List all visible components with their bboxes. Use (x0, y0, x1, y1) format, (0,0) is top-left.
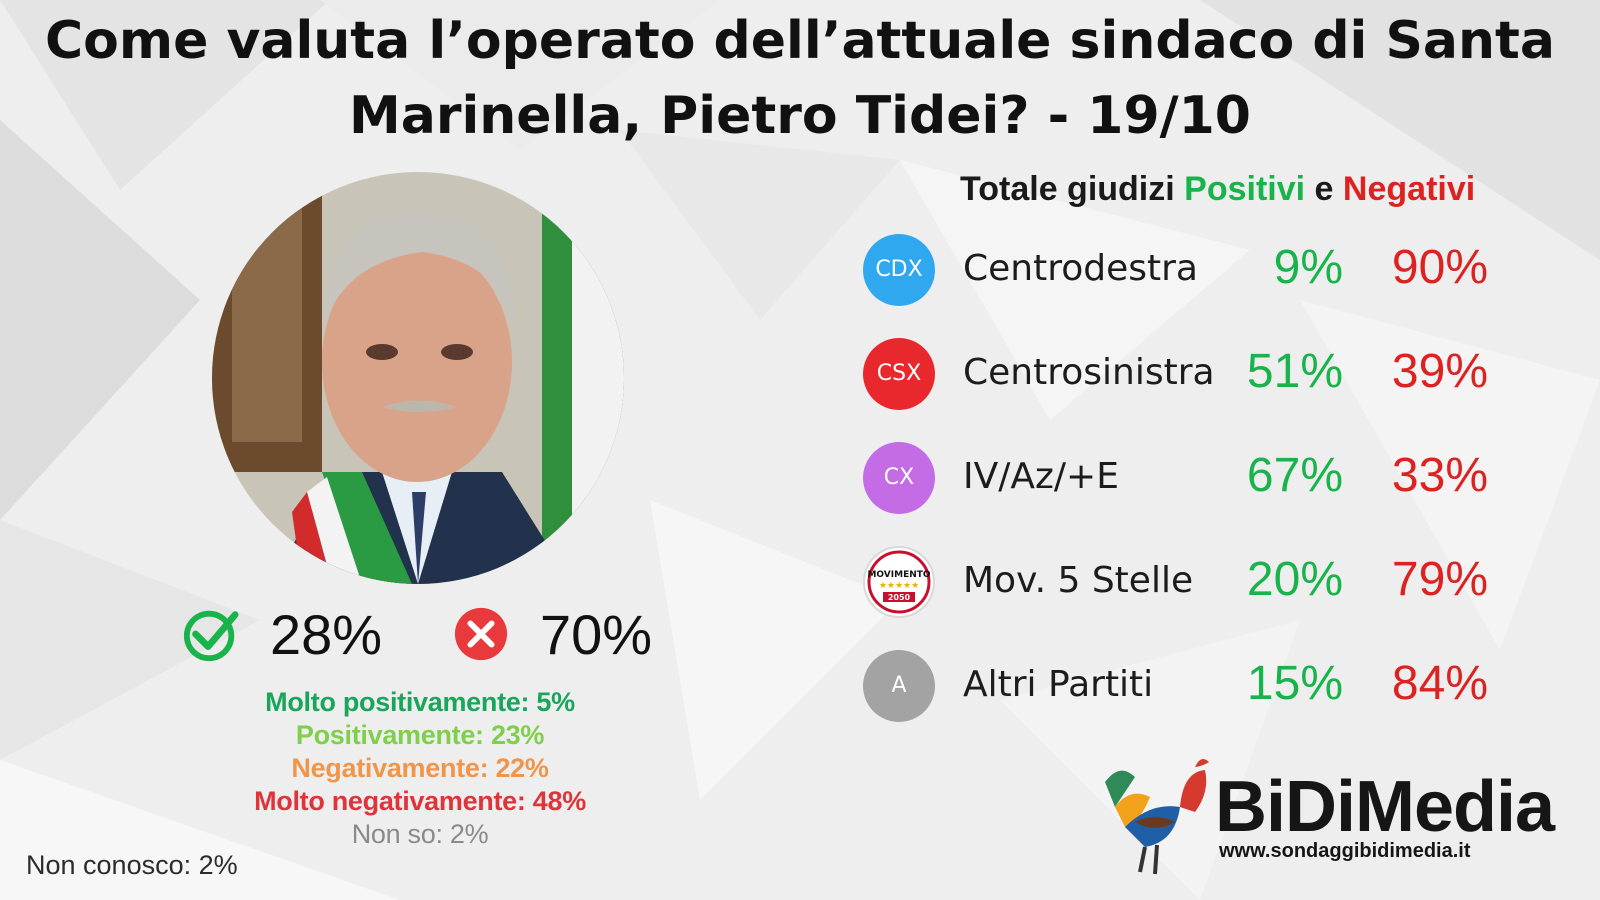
total-negative: 70% (452, 596, 652, 672)
x-circle-icon (454, 607, 508, 661)
legend-negative: Negativi (1342, 170, 1476, 208)
party-badge: A (863, 650, 935, 722)
bidimedia-logo: BiDiMedia www.sondaggibidimedia.it (1095, 752, 1575, 882)
party-negative-value: 33% (1391, 449, 1488, 502)
party-name: Altri Partiti (963, 664, 1154, 705)
title-line-2: Marinella, Pietro Tidei? - 19/10 (348, 86, 1251, 146)
party-name: Mov. 5 Stelle (963, 560, 1194, 601)
title-line-1: Come valuta l’operato dell’attuale sinda… (45, 11, 1555, 71)
party-name: IV/Az/+E (963, 456, 1119, 497)
total-negative-value: 70% (540, 602, 653, 666)
party-negative-value: 79% (1391, 553, 1488, 606)
party-badge: MOVIMENTO ★★★★★ 2050 (863, 546, 935, 618)
check-circle-icon (183, 610, 239, 662)
party-badge: CDX (863, 234, 935, 306)
non-conosco: Non conosco: 2% (26, 850, 238, 880)
total-positive: 28% (182, 596, 382, 672)
party-name: Centrodestra (963, 248, 1198, 289)
negativamente: Negativamente: 22% (291, 753, 549, 783)
legend-title: Totale giudizi Positivi e Negativi (960, 170, 1475, 209)
party-positive-value: 20% (1246, 553, 1343, 606)
party-badge: CSX (863, 338, 935, 410)
party-name: Centrosinistra (963, 352, 1215, 393)
party-row: CSX Centrosinistra 51% 39% (863, 338, 1513, 412)
party-negative-value: 39% (1391, 345, 1488, 398)
legend-conj: e (1314, 170, 1334, 208)
svg-text:★★★★★: ★★★★★ (879, 581, 919, 591)
rooster-icon (1105, 758, 1209, 875)
molto-positivamente: Molto positivamente: 5% (265, 687, 575, 717)
party-row: CX IV/Az/+E 67% 33% (863, 442, 1513, 516)
party-positive-value: 9% (1273, 241, 1343, 294)
party-negative-value: 84% (1391, 657, 1488, 710)
party-row: A Altri Partiti 15% 84% (863, 650, 1513, 724)
legend-positive: Positivi (1184, 170, 1306, 208)
mayor-portrait (212, 172, 624, 584)
logo-url: www.sondaggibidimedia.it (1219, 840, 1471, 862)
party-positive-value: 51% (1246, 345, 1343, 398)
party-negative-value: 90% (1391, 241, 1488, 294)
m5s-logo-icon: MOVIMENTO★★★★★ 2050 (867, 550, 931, 614)
svg-text:2050: 2050 (888, 593, 911, 602)
legend-prefix: Totale giudizi (960, 170, 1175, 208)
logo-name: BiDiMedia (1215, 767, 1555, 847)
svg-text:MOVIMENTO: MOVIMENTO (867, 570, 930, 580)
party-positive-value: 67% (1246, 449, 1343, 502)
party-positive-value: 15% (1246, 657, 1343, 710)
molto-negativamente: Molto negativamente: 48% (254, 786, 586, 816)
chart-title: Come valuta l’operato dell’attuale sinda… (0, 4, 1600, 154)
party-badge: CX (863, 442, 935, 514)
total-positive-value: 28% (270, 602, 383, 666)
positivamente: Positivamente: 23% (295, 720, 545, 750)
party-row: MOVIMENTO ★★★★★ 2050 Mov. 5 Stelle 20% 79% (863, 546, 1513, 620)
non-so: Non so: 2% (351, 819, 489, 849)
breakdown-list: Molto positivamente: 5% Positivamente: 2… (120, 686, 720, 851)
party-row: CDX Centrodestra 9% 90% (863, 234, 1513, 308)
